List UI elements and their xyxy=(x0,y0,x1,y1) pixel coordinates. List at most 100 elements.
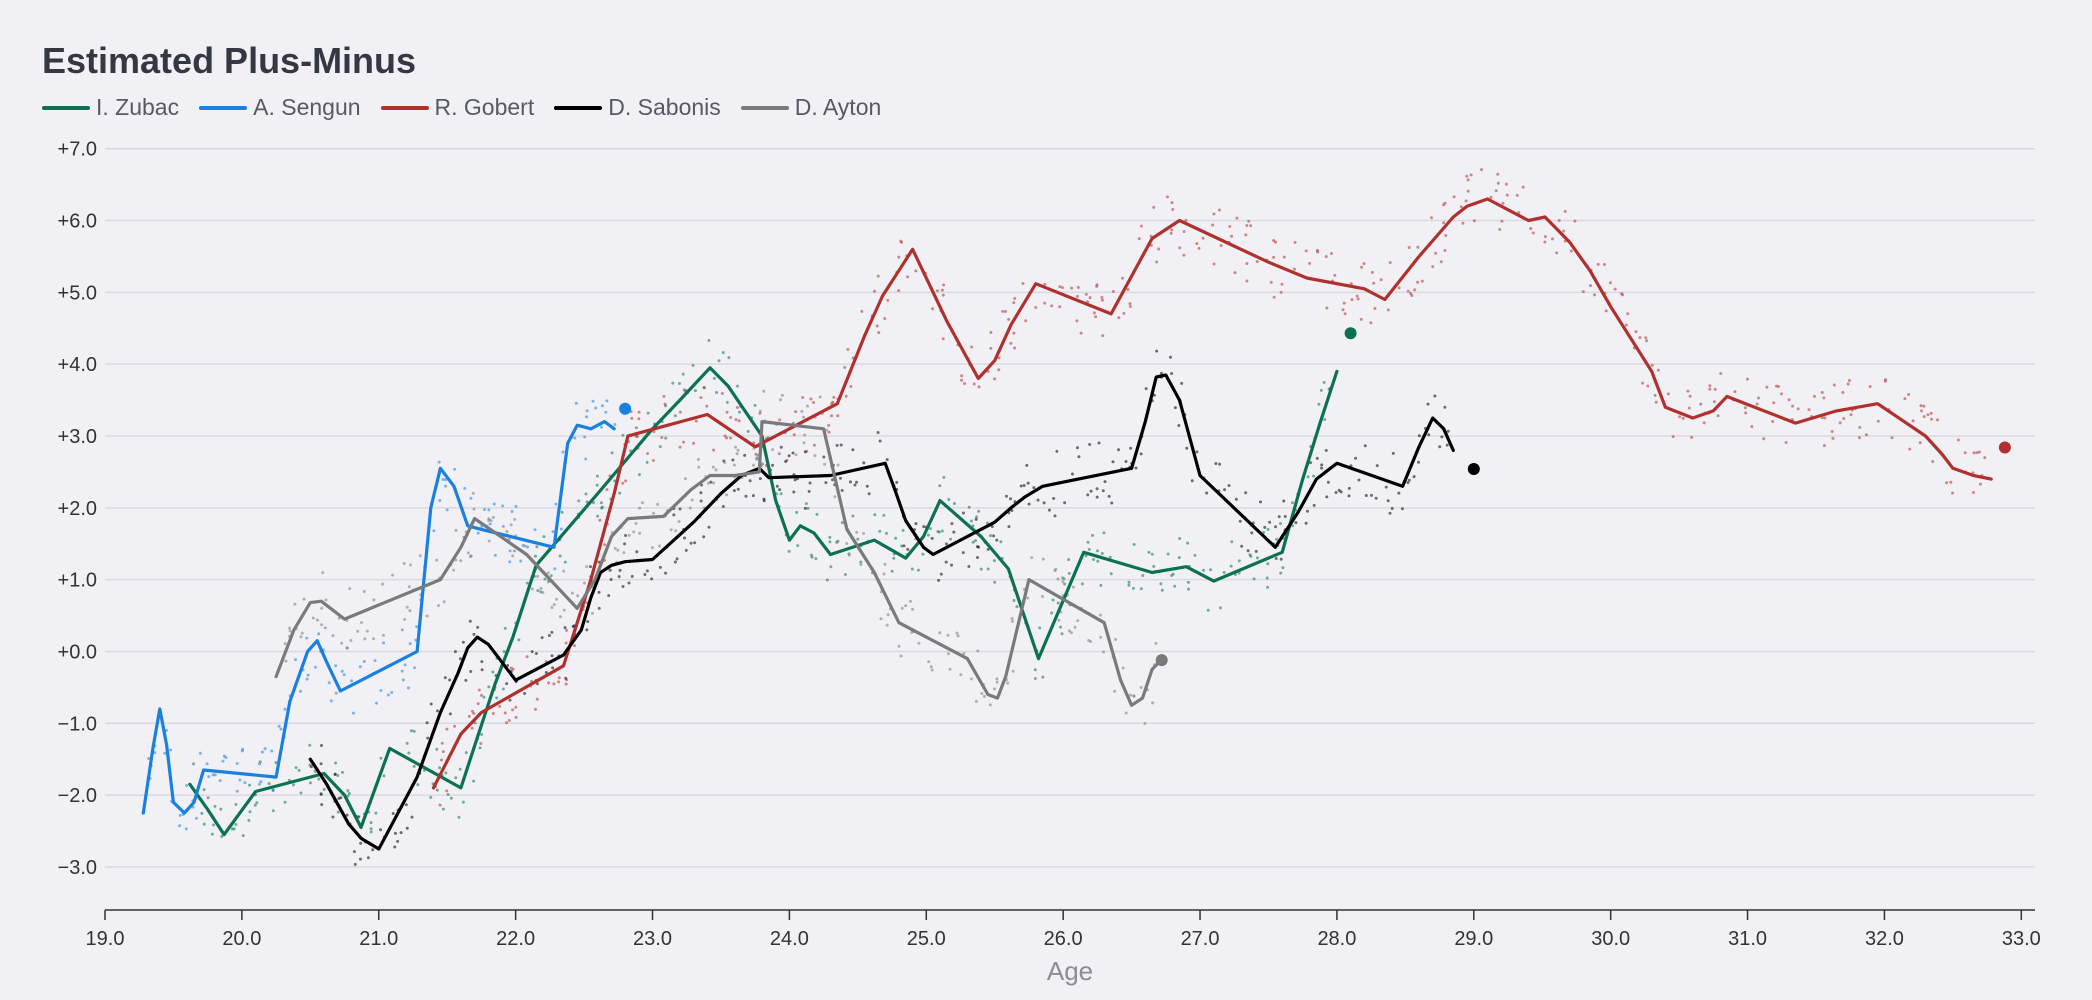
scatter-dot xyxy=(1124,460,1128,464)
scatter-dot xyxy=(597,590,601,594)
scatter-dot xyxy=(1009,341,1013,345)
scatter-dot xyxy=(1170,228,1174,232)
scatter-dot xyxy=(1026,596,1030,600)
scatter-dot xyxy=(598,518,602,522)
scatter-dot xyxy=(551,666,555,670)
scatter-dot xyxy=(1444,233,1448,237)
legend-item[interactable]: I. Zubac xyxy=(42,94,179,121)
scatter-dot xyxy=(400,628,404,632)
scatter-dot xyxy=(565,628,569,632)
scatter-dot xyxy=(184,827,188,831)
legend-item[interactable]: D. Sabonis xyxy=(554,94,721,121)
scatter-dot xyxy=(1334,490,1338,494)
scatter-dot xyxy=(688,506,692,510)
scatter-dot xyxy=(1841,390,1845,394)
series-line[interactable] xyxy=(308,373,1455,851)
scatter-dot xyxy=(992,534,996,538)
scatter-dot xyxy=(1217,208,1221,212)
scatter-dot xyxy=(1071,585,1075,589)
scatter-dot xyxy=(444,484,448,488)
scatter-dot xyxy=(1439,260,1443,264)
scatter-dot xyxy=(892,556,896,560)
scatter-dot xyxy=(283,800,287,804)
legend-item[interactable]: A. Sengun xyxy=(199,94,361,121)
scatter-dot xyxy=(327,681,331,685)
scatter-dot xyxy=(1268,520,1272,524)
scatter-dot xyxy=(885,623,889,627)
scatter-dot xyxy=(356,629,360,633)
series-line[interactable] xyxy=(274,420,1161,707)
series-end-point[interactable] xyxy=(1344,327,1357,340)
scatter-dot xyxy=(808,481,812,485)
scatter-dot xyxy=(563,626,567,630)
scatter-dot xyxy=(324,598,328,602)
scatter-dot xyxy=(464,751,468,755)
scatter-dot xyxy=(729,415,733,419)
x-tick-label: 19.0 xyxy=(86,928,125,950)
legend-item[interactable]: D. Ayton xyxy=(740,94,881,121)
scatter-dot xyxy=(839,443,843,447)
scatter-dot xyxy=(564,641,568,645)
scatter-dot xyxy=(1498,228,1502,232)
scatter-dot xyxy=(1949,480,1953,484)
scatter-dot xyxy=(806,506,810,510)
scatter-dot xyxy=(803,433,807,437)
scatter-dot xyxy=(564,682,568,686)
scatter-dot xyxy=(558,554,562,558)
scatter-dot xyxy=(234,823,238,827)
scatter-dot xyxy=(363,637,367,641)
scatter-dot xyxy=(787,549,791,553)
scatter-dot xyxy=(386,693,390,697)
scatter-dot xyxy=(856,537,860,541)
scatter-dot xyxy=(1214,462,1218,466)
scatter-dot xyxy=(502,650,506,654)
scatter-dot xyxy=(1230,234,1234,238)
scatter-dot xyxy=(1838,421,1842,425)
series-end-point[interactable] xyxy=(619,402,632,415)
scatter-dot xyxy=(878,529,882,533)
scatter-dot xyxy=(322,788,326,792)
scatter-dot xyxy=(862,531,866,535)
scatter-dot xyxy=(453,467,457,471)
series-end-point[interactable] xyxy=(1467,463,1480,476)
scatter-dot xyxy=(1956,438,1960,442)
legend-item[interactable]: R. Gobert xyxy=(380,94,534,121)
scatter-dot xyxy=(408,642,412,646)
scatter-dot xyxy=(317,777,321,781)
scatter-dot xyxy=(610,451,614,455)
series-line[interactable] xyxy=(141,420,616,815)
scatter-dot xyxy=(1063,582,1067,586)
scatter-dot xyxy=(479,693,483,697)
scatter-dot xyxy=(1154,641,1158,645)
scatter-dot xyxy=(1076,286,1080,290)
scatter-dot xyxy=(379,756,383,760)
scatter-dot xyxy=(267,782,271,786)
scatter-dot xyxy=(623,542,627,546)
scatter-dot xyxy=(643,573,647,577)
legend-swatch xyxy=(554,105,603,110)
scatter-dot xyxy=(1004,494,1008,498)
scatter-dot xyxy=(1791,404,1795,408)
scatter-dot xyxy=(308,743,312,747)
scatter-dot xyxy=(815,512,819,516)
scatter-dot xyxy=(591,399,595,403)
scatter-dot xyxy=(595,474,599,478)
series-end-point[interactable] xyxy=(1998,441,2011,454)
scatter-dot xyxy=(1047,508,1051,512)
scatter-dot xyxy=(613,422,617,426)
series-end-point[interactable] xyxy=(1155,654,1168,667)
gridlines xyxy=(105,147,2035,868)
scatter-dot xyxy=(992,559,996,563)
scatter-dot xyxy=(1132,542,1136,546)
scatter-dot xyxy=(404,803,408,807)
scatter-dot xyxy=(352,850,356,854)
series-line[interactable] xyxy=(188,366,1339,837)
scatter-dot xyxy=(875,324,879,328)
series-line[interactable] xyxy=(431,197,1993,790)
scatter-dot xyxy=(1087,547,1091,551)
scatter-dot xyxy=(1363,444,1367,448)
scatter-dot xyxy=(997,368,1001,372)
scatter-dot xyxy=(1349,282,1353,286)
scatter-dot xyxy=(1269,280,1273,284)
scatter-dot xyxy=(469,496,473,500)
